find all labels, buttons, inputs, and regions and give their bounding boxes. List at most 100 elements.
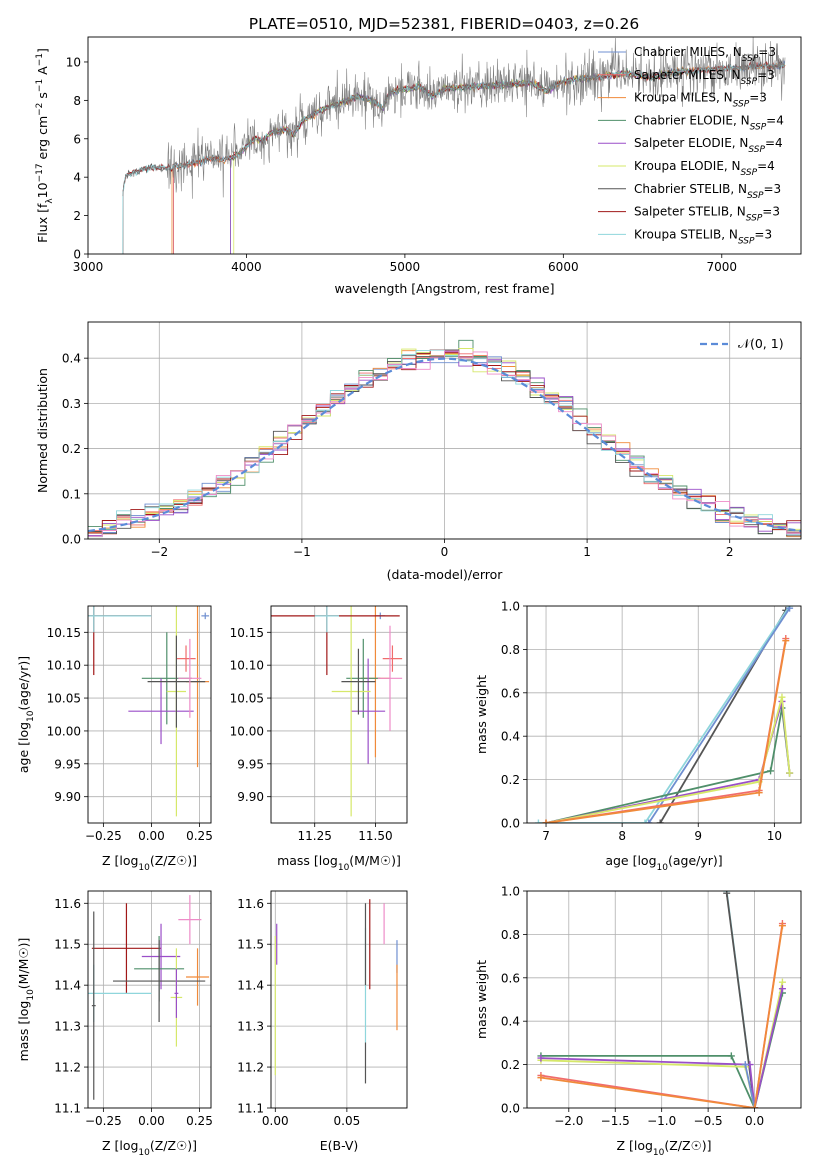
axes-frame [270,890,408,1109]
mass-weight-line [744,1064,756,1108]
y-tick-label: 10.00 [230,724,264,738]
y-tick-label: 2 [73,209,81,223]
y-tick-label: 0.0 [501,1102,520,1116]
x-tick-label: 7 [542,829,550,843]
mass-weight-marker [727,1052,735,1060]
y-tick-label: 0.2 [501,1058,520,1072]
y-axis-label: mass weight [474,960,489,1039]
figure-title: PLATE=0510, MJD=52381, FIBERID=0403, z=0… [249,15,639,33]
x-tick-label: −0.5 [694,1114,723,1128]
x-tick-label: 4000 [231,260,262,274]
x-tick-label: 6000 [548,260,579,274]
y-tick-label: 0.6 [501,686,520,700]
y-tick-label: 0.6 [501,971,520,985]
y-tick-label: 9.90 [54,790,81,804]
y-tick-label: 11.4 [54,979,81,993]
x-tick-label: 0 [441,545,449,559]
x-axis-label-text: mass [log10(M/M☉)] [277,853,401,873]
y-tick-label: 11.3 [54,1020,81,1034]
mass-weight-line [538,606,791,823]
x-tick-label: −0.25 [85,1114,122,1128]
mass-weight-marker [778,693,786,701]
y-tick-label: 10.00 [47,724,81,738]
x-tick-label: 10 [767,829,782,843]
legend-label: Salpeter ELODIE, NSSP=4 [634,136,783,155]
legend-label: Salpeter STELIB, NSSP=3 [634,205,780,224]
y-tick-label: 0.0 [62,533,81,547]
mass-weight-marker [767,767,775,775]
legend-label: Kroupa ELODIE, NSSP=4 [634,159,775,178]
x-tick-label: 0.00 [138,829,165,843]
normal-distribution-curve [88,357,801,533]
y-tick-label: 11.2 [54,1061,81,1075]
y-tick-label: 0.0 [501,817,520,831]
mass-weight-vs-metallicity-panel: −2.0 −1.5 −1.0 −0.5 0.0 0.0 0.2 0.4 0.6 0.8 1.0 Z [… [474,885,802,1158]
y-tick-label: 9.95 [237,757,264,771]
y-tick-label: 0.8 [501,928,520,942]
y-tick-label: 10.10 [230,659,264,673]
y-tick-label: 0.2 [501,773,520,787]
mass-weight-marker [723,891,731,897]
y-tick-label: 11.2 [237,1061,264,1075]
x-tick-label: 0.00 [262,1114,289,1128]
y-tick-label: 11.6 [237,897,264,911]
y-tick-label: 11.6 [54,897,81,911]
plot-area [88,891,211,1108]
legend-label: 𝒩(0, 1) [738,336,784,351]
mass-weight-marker [537,1054,545,1062]
legend-label: Chabrier STELIB, NSSP=3 [634,182,781,201]
y-tick-label: 10.15 [47,626,81,640]
y-tick-label: 11.5 [237,938,264,952]
y-tick-label: 0.3 [62,397,81,411]
x-axis-label: (data-model)/error [387,567,504,582]
x-tick-label: 0.0 [745,1114,764,1128]
mass-weight-marker [645,819,653,823]
mass-weight-marker [778,978,786,986]
x-tick-label: −1.0 [647,1114,676,1128]
mass-vs-reddening-panel: 0.00 0.05 11.1 11.2 11.3 11.4 11.5 11.6 E(B-V) [237,890,408,1153]
x-tick-label: 0.25 [186,829,213,843]
y-tick-label: 11.1 [54,1102,81,1116]
x-tick-label: −2 [150,545,168,559]
plot-area [527,891,801,1108]
axes-frame [270,605,408,824]
mass-weight-marker [782,637,790,645]
y-tick-label: 0.4 [501,1015,520,1029]
axes-frame [87,605,212,824]
plot-area [527,606,801,823]
axes-frame [87,36,802,255]
x-tick-label: 9 [694,829,702,843]
y-tick-label: 0.4 [501,730,520,744]
legend-label: Salpeter MILES, NSSP=3 [634,68,775,87]
y-tick-label: 9.95 [54,757,81,771]
model-spectrum-line [230,68,691,254]
y-axis-label: mass weight [474,675,489,754]
y-tick-label: 0.8 [501,643,520,657]
residual-histogram-step [88,350,801,537]
y-axis-label: age [log10(age/yr)] [16,656,36,773]
x-tick-label: −1.5 [601,1114,630,1128]
y-tick-label: 11.1 [237,1102,264,1116]
plot-area [271,891,407,1108]
x-tick-label: 0.05 [334,1114,361,1128]
y-tick-label: 10 [66,55,81,69]
x-tick-label: 0.00 [138,1114,165,1128]
mass-weight-marker [542,819,550,823]
x-tick-label: −2.0 [554,1114,583,1128]
model-spectrum-line [230,67,691,254]
x-tick-label: 3000 [73,260,104,274]
plot-area [122,37,786,254]
mass-weight-line [540,925,784,1108]
mass-weight-line [540,988,784,1108]
y-tick-label: 10.05 [230,692,264,706]
mass-weight-marker [641,819,649,823]
mass-weight-line [648,607,791,823]
mass-weight-marker [741,1061,749,1069]
x-tick-label: 7000 [707,260,738,274]
plot-area [88,606,211,823]
y-axis-label: mass [log10(M/M☉)] [16,938,36,1062]
y-axis-label: Flux [fλ10−17 erg cm−2 s−1 A−1] [35,48,55,243]
legend-label: Kroupa STELIB, NSSP=3 [634,227,772,246]
y-tick-label: 0 [73,248,81,262]
y-tick-label: 8 [73,94,81,108]
